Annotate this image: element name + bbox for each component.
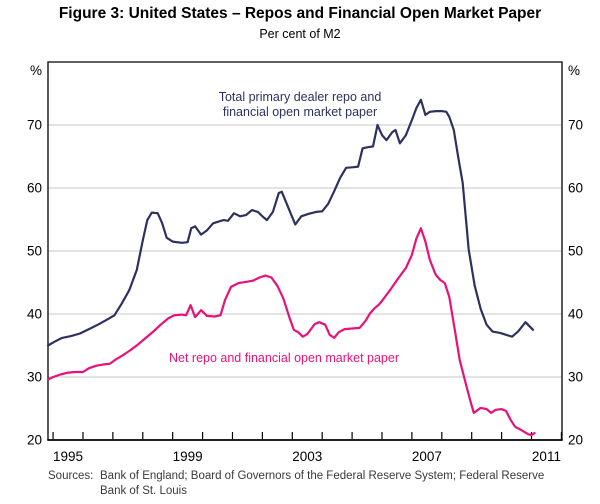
x-axis-label-1999: 1999 — [173, 449, 203, 464]
y-axis-unit-right: % — [568, 63, 580, 78]
sources-label: Sources: — [48, 470, 94, 482]
sources-text: Bank of England; Board of Governors of t… — [100, 470, 545, 497]
y-axis-unit-left: % — [30, 63, 42, 78]
figure-subtitle: Per cent of M2 — [259, 27, 341, 41]
y-tick-label-left-50: 50 — [27, 244, 42, 259]
line-chart: 20 20 30 30 40 40 50 50 60 60 70 70% % 1995 1999 2003 20… — [27, 61, 583, 464]
y-tick-label-right-50: 50 — [568, 244, 583, 259]
y-tick-label-right-30: 30 — [568, 370, 583, 385]
y-tick-label-left-70: 70 — [27, 118, 42, 133]
y-tick-label-right-60: 60 — [568, 181, 583, 196]
plot-border — [47, 61, 563, 440]
figure-title: Figure 3: United States – Repos and Fina… — [58, 5, 542, 22]
x-axis-label-2007: 2007 — [412, 449, 442, 464]
series-label-total-line2: financial open market paper — [223, 105, 377, 119]
y-tick-label-left-60: 60 — [27, 181, 42, 196]
sources-block: Sources: Bank of England; Board of Gover… — [48, 469, 578, 499]
y-tick-label-left-20: 20 — [27, 433, 42, 448]
series-label-net: Net repo and financial open market paper — [169, 351, 399, 365]
y-tick-label-left-40: 40 — [27, 307, 42, 322]
y-tick-label-right-40: 40 — [568, 307, 583, 322]
series-label-total-line1: Total primary dealer repo and — [219, 90, 382, 104]
y-tick-label-left-30: 30 — [27, 370, 42, 385]
y-tick-label-right-70: 70 — [568, 118, 583, 133]
x-axis-label-2003: 2003 — [292, 449, 322, 464]
x-axis-label-2011: 2011 — [532, 449, 561, 464]
x-axis-label-1995: 1995 — [53, 449, 83, 464]
series-line-total — [46, 98, 535, 347]
y-tick-label-right-20: 20 — [568, 433, 583, 448]
series-line-net — [46, 227, 536, 437]
